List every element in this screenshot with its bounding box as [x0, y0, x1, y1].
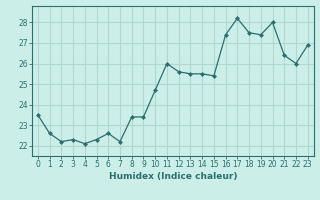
X-axis label: Humidex (Indice chaleur): Humidex (Indice chaleur) [108, 172, 237, 181]
